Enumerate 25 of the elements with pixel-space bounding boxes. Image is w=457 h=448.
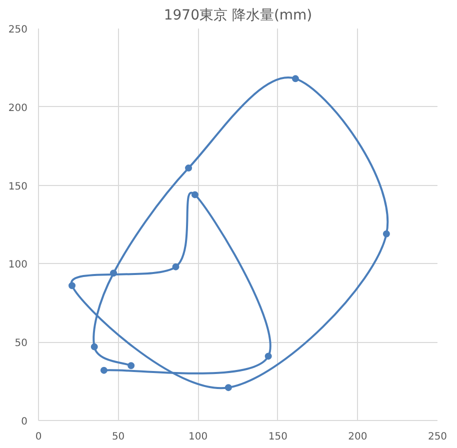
point: [191, 191, 198, 198]
y-tick-label: 150: [8, 181, 28, 192]
x-tick-label: 100: [188, 432, 208, 442]
y-tick-label: 250: [8, 24, 28, 36]
y-tick-label: 200: [8, 102, 28, 114]
point: [128, 362, 135, 370]
point: [224, 384, 232, 392]
point: [172, 263, 180, 270]
point: [264, 352, 272, 360]
y-tick-label: 50: [14, 338, 28, 350]
y-tick-label: 100: [8, 260, 28, 271]
chart-title: 1970東京 降水量(mm): [164, 8, 312, 24]
x-tick-label: 0: [35, 432, 42, 442]
point: [100, 366, 108, 374]
x-tick-label: 50: [112, 432, 125, 442]
point: [292, 75, 299, 82]
x-tick-label: 250: [428, 432, 448, 442]
y-tick-label: 0: [21, 416, 28, 428]
x-tick-label: 200: [348, 432, 368, 442]
point: [185, 164, 192, 172]
point: [110, 270, 118, 277]
point: [68, 282, 76, 290]
point: [382, 230, 390, 238]
x-tick-label: 150: [268, 432, 288, 442]
point: [90, 343, 98, 350]
